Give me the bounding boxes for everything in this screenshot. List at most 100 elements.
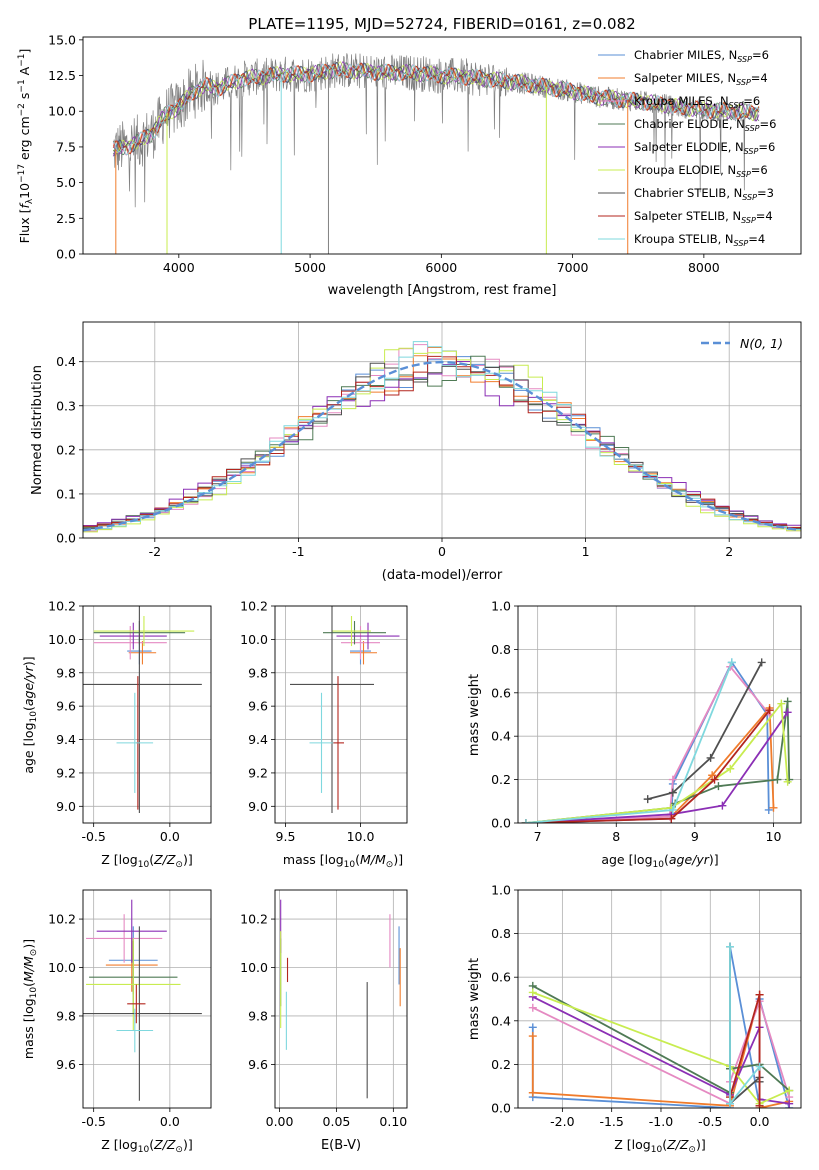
residuals-frame <box>82 321 802 539</box>
legend-item: Chabrier STELIB, NSSP=3 <box>598 186 774 202</box>
spectrum-model-line <box>113 63 760 155</box>
mass-vs-z-xtick-label: -0.5 <box>81 1114 105 1129</box>
mass-vs-ebv-xtick-label: 0.10 <box>379 1114 407 1129</box>
spectrum-ytick-label: 15.0 <box>48 32 76 47</box>
legend-item: Kroupa ELODIE, NSSP=6 <box>598 163 768 179</box>
mass-vs-z-ytick-label: 10.0 <box>48 960 76 975</box>
legend-item: Kroupa MILES, NSSP=6 <box>598 94 760 110</box>
weight-vs-z-line <box>531 994 790 1108</box>
weight-vs-z-marker <box>726 1099 735 1108</box>
residuals-xtick-label: -1 <box>292 544 304 559</box>
weight-vs-age-marker <box>521 819 530 823</box>
weight-vs-age-xtick-label: 9 <box>691 829 699 844</box>
age-vs-mass-errorbar <box>336 622 400 650</box>
residuals-xtick-label: 1 <box>582 544 590 559</box>
age-vs-mass-xtick-label: 10.0 <box>347 829 375 844</box>
age-vs-z-frame <box>82 605 212 824</box>
weight-vs-age-line <box>525 701 791 823</box>
age-vs-z-errorbar <box>93 616 195 647</box>
weight-vs-age-marker <box>668 788 677 797</box>
age-vs-mass-ytick-label: 10.0 <box>240 632 268 647</box>
age-vs-z-x-label: Z [log10(Z/Z⊙)] <box>101 852 192 870</box>
mass-vs-ebv-frame <box>274 889 408 1109</box>
weight-vs-age-xtick-label: 7 <box>534 829 542 844</box>
residuals-plot-area <box>83 341 801 533</box>
legend-label: Salpeter ELODIE, NSSP=6 <box>634 140 775 156</box>
mass-vs-ebv-x-label: E(B-V) <box>321 1138 361 1153</box>
mass-vs-z-xtick-label: 0.0 <box>160 1114 180 1129</box>
age-vs-z-ytick-label: 9.8 <box>56 665 76 680</box>
weight-vs-z-ytick-label: 0.0 <box>491 1101 511 1116</box>
weight-vs-age-marker <box>726 764 735 773</box>
mass-vs-z-ytick-label: 9.6 <box>56 1057 76 1072</box>
age-vs-z-y-label: age [log10(age/yr)] <box>21 656 39 773</box>
mass-vs-z-ytick-label: 10.2 <box>48 912 76 927</box>
weight-vs-z-marker <box>528 1032 537 1041</box>
weight-vs-z-y-label: mass weight <box>467 958 482 1040</box>
legend-item: Salpeter ELODIE, NSSP=6 <box>598 140 775 156</box>
mass-vs-z-frame <box>82 889 212 1109</box>
age-vs-z-ytick-label: 9.2 <box>56 765 76 780</box>
spectrum-ytick-label: 12.5 <box>48 68 76 83</box>
weight-vs-age-marker <box>668 805 677 814</box>
mass-vs-ebv-axes: 0.00 0.05 0.10 9.6 9.8 10.0 10.2 E(B-V) <box>240 889 408 1153</box>
weight-vs-age-marker <box>783 697 792 706</box>
residual-histogram-line <box>83 355 801 529</box>
legend-label: Kroupa STELIB, NSSP=4 <box>634 232 765 248</box>
weight-vs-age-marker <box>765 706 774 715</box>
spectrum-xtick-label: 8000 <box>688 260 720 275</box>
age-vs-mass-ytick-label: 9.0 <box>248 799 268 814</box>
weight-vs-z-frame <box>517 889 802 1109</box>
spectrum-ytick-label: 5.0 <box>56 175 76 190</box>
weight-vs-age-marker <box>757 658 766 667</box>
residuals-ytick-label: 0.2 <box>56 442 76 457</box>
weight-vs-z-marker <box>755 990 764 999</box>
spectrum-xtick-label: 4000 <box>163 260 195 275</box>
weight-vs-z-axes: -2.0 -1.5 -1.0 -0.5 0.0 0.0 0.2 0.4 0.6 0.8 1.0 Z [… <box>467 883 802 1155</box>
legend-item: Chabrier MILES, NSSP=6 <box>598 48 769 64</box>
weight-vs-z-xtick-label: -1.0 <box>649 1114 673 1129</box>
weight-vs-age-ytick-label: 0.2 <box>491 772 511 787</box>
spectrum-xtick-label: 6000 <box>425 260 457 275</box>
spectrum-ytick-label: 7.5 <box>56 139 76 154</box>
weight-vs-age-marker <box>783 777 792 786</box>
weight-vs-age-line <box>525 662 733 823</box>
spectrum-x-label: wavelength [Angstrom, rest frame] <box>328 283 557 298</box>
mass-vs-z-errorbar <box>83 926 202 1101</box>
mass-vs-z-errorbar <box>96 899 167 963</box>
weight-vs-age-marker <box>668 775 677 784</box>
spectrum-legend: Chabrier MILES, NSSP=6 Salpeter MILES, NS… <box>598 48 776 248</box>
age-vs-mass-axes: 9.5 10.0 9.0 9.2 9.4 9.6 9.8 10.0 10.2 mass [log1… <box>240 599 408 870</box>
weight-vs-age-marker <box>764 805 773 814</box>
age-vs-z-errorbar <box>83 606 202 813</box>
residuals-ytick-label: 0.4 <box>56 354 76 369</box>
weight-vs-age-marker <box>643 795 652 804</box>
residuals-x-label: (data-model)/error <box>382 568 503 583</box>
legend-label: Kroupa MILES, NSSP=6 <box>634 94 760 110</box>
age-vs-mass-plot-area <box>290 606 400 813</box>
weight-vs-z-ytick-label: 0.4 <box>491 1013 511 1028</box>
age-vs-mass-xtick-label: 9.5 <box>276 829 296 844</box>
weight-vs-z-marker <box>528 1088 537 1097</box>
age-vs-z-xtick-label: -0.5 <box>81 829 105 844</box>
legend-item: Salpeter MILES, NSSP=4 <box>598 71 768 87</box>
weight-vs-age-line <box>525 711 789 823</box>
age-vs-mass-x-label: mass [log10(M/M⊙)] <box>283 852 403 870</box>
weight-vs-age-marker <box>710 775 719 784</box>
mass-vs-ebv-plot-area <box>280 899 401 1099</box>
spectrum-xtick-label: 7000 <box>557 260 589 275</box>
age-vs-z-ytick-label: 9.4 <box>56 732 76 747</box>
spectrum-ytick-label: 10.0 <box>48 104 76 119</box>
weight-vs-z-ytick-label: 0.2 <box>491 1057 511 1072</box>
residual-histogram-line <box>83 362 801 529</box>
age-vs-z-ytick-label: 10.0 <box>48 632 76 647</box>
age-vs-z-errorbar <box>128 641 157 665</box>
legend-label: Chabrier ELODIE, NSSP=6 <box>634 117 776 133</box>
age-vs-z-ytick-label: 9.0 <box>56 799 76 814</box>
residuals-ytick-label: 0.1 <box>56 486 76 501</box>
weight-vs-age-marker <box>727 658 736 667</box>
mass-vs-z-errorbar <box>86 938 181 1031</box>
mass-vs-ebv-xtick-label: 0.05 <box>323 1114 351 1129</box>
weight-vs-z-x-label: Z [log10(Z/Z⊙)] <box>614 1137 705 1155</box>
